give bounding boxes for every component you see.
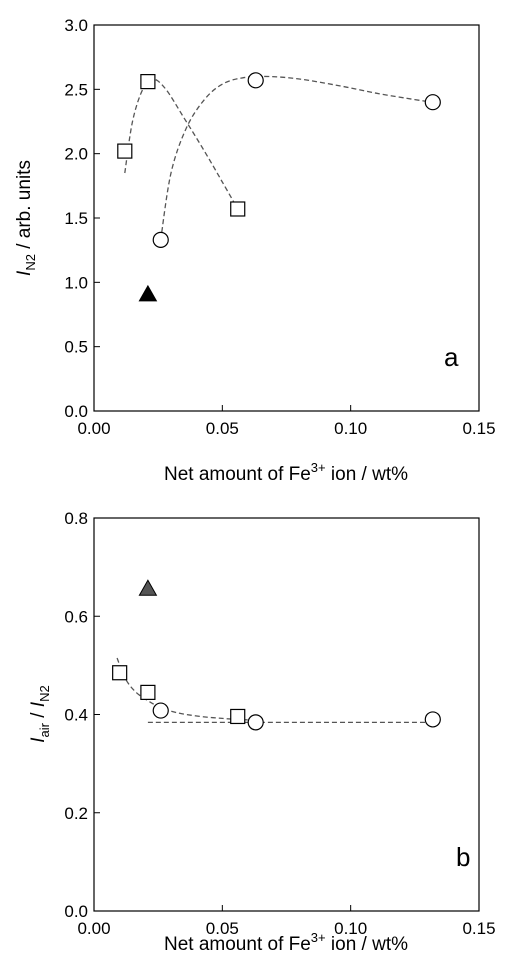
fit-curves: [124, 75, 433, 240]
x-tick-label: 0.05: [206, 919, 239, 938]
y-tick-label: 3.0: [64, 16, 88, 35]
y-tick-label: 0.8: [64, 509, 88, 528]
fit-curve: [124, 78, 239, 210]
y-axis-ticks: 0.0 0.2 0.4 0.6 0.8: [64, 509, 100, 921]
data-point-circle: [247, 714, 264, 731]
x-tick-label: 0.10: [334, 419, 367, 438]
y-tick-label: 2.5: [64, 80, 88, 99]
y-tick-label: 0.6: [64, 607, 88, 626]
y-tick-label: 1.5: [64, 209, 88, 228]
y-tick-label: 0.4: [64, 706, 88, 725]
x-axis-ticks: 0.00 0.05 0.10 0.15: [77, 905, 496, 938]
data-point-circle: [152, 231, 169, 248]
x-tick-label: 0.00: [77, 919, 110, 938]
data-markers: [112, 579, 441, 731]
y-tick-label: 0.5: [64, 338, 88, 357]
data-point-triangle: [138, 284, 158, 302]
data-point-square: [230, 201, 246, 217]
panel-a: 0.0 0.5 1.0 1.5 2.0 2.5 3.0 0.00 0.05 0.10 0.15 a…: [14, 16, 496, 485]
x-tick-label: 0.10: [334, 919, 367, 938]
y-tick-label: 2.0: [64, 145, 88, 164]
x-axis-label: Net amount of Fe3+ ion / wt%: [164, 460, 408, 485]
x-axis-ticks: 0.00 0.05 0.10 0.15: [77, 405, 496, 438]
y-tick-label: 0.2: [64, 804, 88, 823]
data-point-square: [140, 684, 156, 700]
data-point-square: [112, 665, 128, 681]
data-point-circle: [152, 702, 169, 719]
y-tick-label: 0.0: [64, 902, 88, 921]
plot-frame: [93, 517, 480, 912]
data-point-square: [230, 708, 246, 725]
data-point-square: [117, 143, 133, 159]
x-tick-label: 0.00: [77, 419, 110, 438]
panel-b: 0.0 0.2 0.4 0.6 0.8 0.00 0.05 0.10 0.15 b Net a…: [28, 509, 496, 955]
y-axis-label: Iair / IN2: [28, 685, 52, 742]
x-tick-label: 0.15: [462, 419, 495, 438]
data-point-square: [140, 74, 156, 90]
y-tick-label: 1.0: [64, 273, 88, 292]
data-point-circle: [247, 72, 264, 89]
y-axis-ticks: 0.0 0.5 1.0 1.5 2.0 2.5 3.0: [64, 16, 100, 421]
panel-label: a: [444, 342, 459, 372]
y-axis-label: IN2 / arb. units: [14, 160, 38, 276]
data-point-circle: [424, 711, 441, 728]
data-markers: [117, 72, 441, 302]
y-tick-label: 0.0: [64, 402, 88, 421]
x-tick-label: 0.15: [462, 919, 495, 938]
panel-label: b: [456, 842, 470, 872]
data-point-circle: [424, 94, 441, 111]
fit-curve: [116, 657, 249, 721]
fit-curve: [160, 75, 433, 240]
data-point-triangle: [138, 579, 158, 596]
x-axis-label: Net amount of Fe3+ ion / wt%: [164, 930, 408, 955]
x-tick-label: 0.05: [206, 419, 239, 438]
